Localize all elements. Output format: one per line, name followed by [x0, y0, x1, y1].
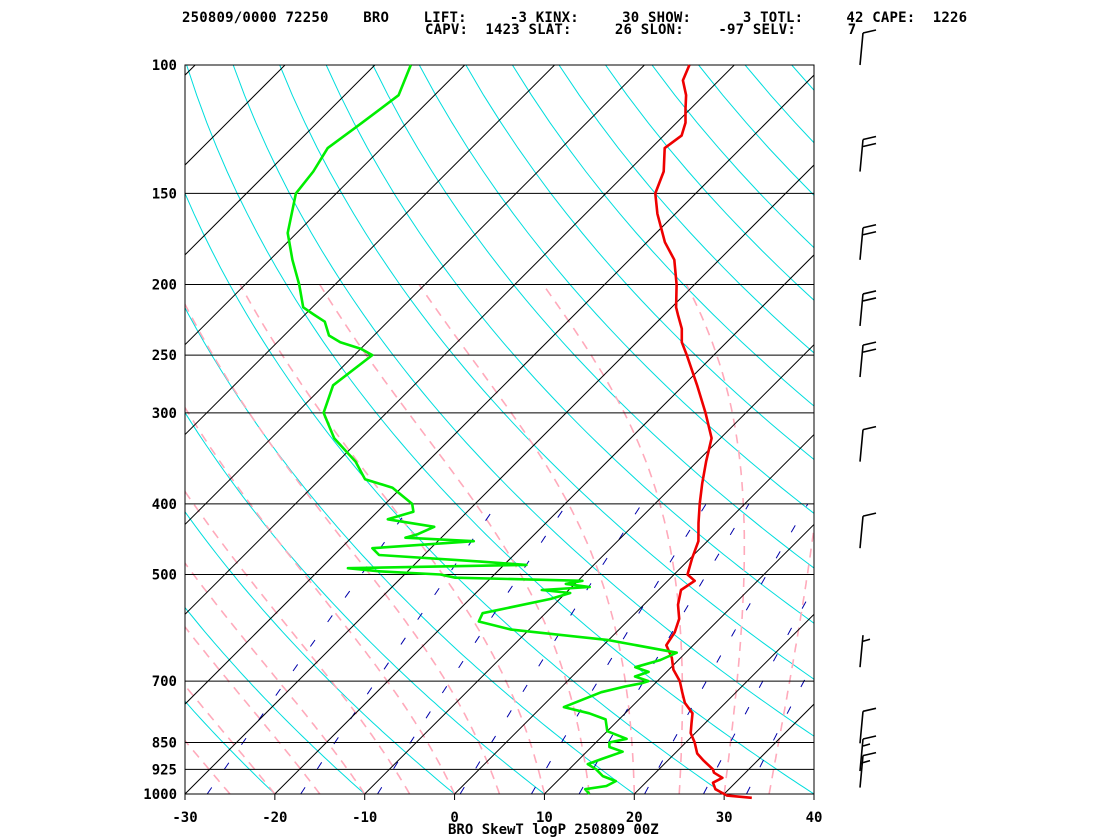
pressure-tick-label: 400 [152, 497, 177, 513]
dry-adiabat [931, 65, 1120, 794]
temp-tick-label: 0 [450, 810, 458, 826]
isotherm [185, 65, 645, 526]
temp-tick-label: 40 [806, 810, 823, 826]
pressure-tick-label: 925 [152, 762, 177, 778]
moist-adiabat [185, 406, 456, 794]
moist-adiabat [813, 790, 814, 794]
sounding-header: 250809/0000 72250 BRO LIFT: -3 KINX: 30 … [0, 0, 1120, 40]
pressure-tick-label: 500 [152, 568, 177, 584]
isotherm [454, 433, 814, 794]
mixing-ratio-line [703, 585, 814, 794]
header-line-2: CAPV: 1423 SLAT: 26 SLON: -97 SELV: 7 [425, 22, 857, 38]
moist-adiabat [768, 521, 814, 794]
moist-adiabat [239, 284, 546, 794]
moist-adiabat [542, 284, 684, 794]
wind-barb [859, 290, 877, 327]
dry-adiabat [698, 65, 814, 196]
temp-tick-label: 20 [626, 810, 643, 826]
wind-barb [859, 223, 877, 260]
pressure-tick-label: 200 [152, 277, 177, 293]
dry-adiabat [885, 65, 1120, 794]
isotherm [185, 65, 555, 436]
moist-adiabat [185, 561, 366, 794]
dry-adiabat [605, 65, 814, 301]
dry-adiabat [744, 65, 814, 144]
moist-adiabat [185, 739, 231, 794]
pressure-tick-label: 150 [152, 186, 177, 202]
isotherm [274, 254, 814, 794]
moist-adiabat [319, 284, 591, 794]
mixing-ratio-line [578, 503, 750, 794]
isotherm [0, 65, 15, 794]
temp-tick-label: 30 [716, 810, 733, 826]
wind-barb [859, 635, 871, 668]
wind-barb [859, 135, 877, 172]
dewpoint-profile [286, 64, 679, 795]
isotherm [633, 613, 814, 794]
isotherm [185, 65, 286, 166]
dry-adiabat [978, 65, 1120, 794]
wind-barb [859, 425, 877, 462]
pressure-tick-label: 1000 [143, 787, 177, 803]
isotherm [0, 65, 105, 794]
moist-adiabat [185, 684, 276, 794]
dry-adiabat [511, 65, 814, 407]
dry-adiabat [186, 65, 814, 794]
dry-adiabat [185, 700, 276, 794]
wind-barb [859, 735, 877, 772]
wind-barb [859, 707, 877, 744]
header-line-1: 250809/0000 72250 BRO LIFT: -3 KINX: 30 … [182, 10, 968, 26]
pressure-tick-label: 300 [152, 406, 177, 422]
wind-barb [859, 29, 877, 66]
moist-adiabat [185, 490, 411, 794]
temp-tick-label: -20 [262, 810, 287, 826]
pressure-tick-label: 850 [152, 736, 177, 752]
dry-adiabat [418, 65, 814, 515]
dry-adiabat [651, 65, 814, 249]
isotherm [813, 793, 814, 794]
mixing-ratio-line [644, 503, 809, 794]
dry-adiabat [838, 65, 1120, 794]
plot-frame [184, 64, 815, 795]
mixing-ratio-line [377, 503, 568, 794]
dry-adiabat [791, 65, 814, 91]
moist-adiabat [685, 284, 746, 794]
moist-adiabat [185, 302, 501, 794]
temp-tick-label: 10 [536, 810, 553, 826]
dry-adiabat [185, 411, 545, 794]
temperature-profile [653, 64, 752, 800]
temp-tick-label: -30 [172, 810, 197, 826]
isotherm [185, 65, 466, 346]
isotherm [185, 65, 735, 615]
wind-barb [859, 341, 877, 378]
pressure-tick-label: 700 [152, 674, 177, 690]
dry-adiabat [185, 510, 455, 794]
pressure-tick-label: 250 [152, 348, 177, 364]
isotherm [544, 523, 814, 794]
pressure-tick-label: 100 [152, 58, 177, 74]
isotherm [185, 65, 376, 256]
wind-barb [859, 512, 877, 549]
isotherm [185, 164, 814, 794]
isotherm [185, 74, 814, 705]
dry-adiabat [558, 65, 814, 354]
chart-caption: BRO SkewT logP 250809 00Z [448, 822, 659, 838]
isotherm [364, 344, 814, 794]
temp-tick-label: -10 [352, 810, 377, 826]
mixing-ratio-line [746, 660, 814, 794]
wind-barb [859, 751, 877, 788]
isotherm [723, 703, 814, 794]
